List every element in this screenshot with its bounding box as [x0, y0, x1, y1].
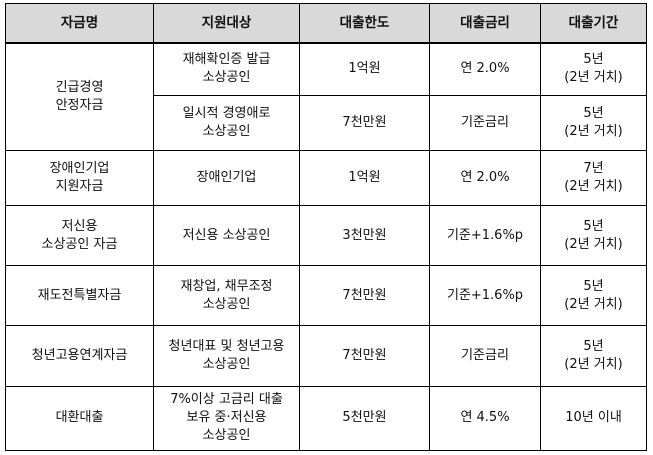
rate-cell: 기준금리	[429, 94, 541, 152]
limit-cell: 7천만원	[299, 324, 430, 387]
limit-cell: 7천만원	[299, 265, 430, 326]
table-row: 장애인기업 지원자금 장애인기업 1억원 연 2.0% 7년 (2년 거치)	[5, 150, 647, 207]
fund-name-cell: 청년고용연계자금	[5, 324, 154, 387]
header-fund-name: 자금명	[5, 3, 154, 44]
loan-fund-table: 자금명 지원대상 대출한도 대출금리 대출기간 긴급경영 안정자금 재해확인증 …	[5, 3, 647, 452]
header-target: 지원대상	[153, 3, 300, 44]
table-row: 저신용 소상공인 자금 저신용 소상공인 3천만원 기준+1.6%p 5년 (2…	[5, 205, 647, 267]
target-cell: 재창업, 채무조정 소상공인	[153, 265, 300, 326]
table-row: 대환대출 7%이상 고금리 대출 보유 중·저신용 소상공인 5천만원 연 4.…	[5, 385, 647, 452]
target-cell: 장애인기업	[153, 150, 300, 207]
rate-cell: 연 4.5%	[429, 385, 541, 452]
limit-cell: 3천만원	[299, 205, 430, 267]
rate-cell: 연 2.0%	[429, 41, 541, 96]
fund-name-cell: 대환대출	[5, 385, 154, 452]
fund-name-cell: 저신용 소상공인 자금	[5, 205, 154, 267]
table-row: 재도전특별자금 재창업, 채무조정 소상공인 7천만원 기준+1.6%p 5년 …	[5, 265, 647, 326]
period-cell: 5년 (2년 거치)	[540, 94, 647, 152]
header-loan-period: 대출기간	[540, 3, 647, 44]
rate-cell: 연 2.0%	[429, 150, 541, 207]
fund-name-cell: 긴급경영 안정자금	[5, 41, 154, 152]
table-row: 청년고용연계자금 청년대표 및 청년고용 소상공인 7천만원 기준금리 5년 (…	[5, 324, 647, 387]
fund-name-cell: 장애인기업 지원자금	[5, 150, 154, 207]
limit-cell: 1억원	[299, 150, 430, 207]
target-cell: 재해확인증 발급 소상공인	[153, 41, 300, 96]
table-row: 긴급경영 안정자금 재해확인증 발급 소상공인 1억원 연 2.0% 5년 (2…	[5, 41, 647, 152]
period-cell: 5년 (2년 거치)	[540, 265, 647, 326]
limit-cell: 1억원	[299, 41, 430, 96]
header-row: 자금명 지원대상 대출한도 대출금리 대출기간	[5, 3, 647, 44]
table-row: 일시적 경영애로 소상공인 7천만원 기준금리 5년 (2년 거치)	[6, 94, 647, 152]
period-cell: 5년 (2년 거치)	[540, 41, 647, 96]
rate-cell: 기준금리	[429, 324, 541, 387]
fund-name-cell: 재도전특별자금	[5, 265, 154, 326]
header-loan-limit: 대출한도	[299, 3, 430, 44]
target-cell: 청년대표 및 청년고용 소상공인	[153, 324, 300, 387]
period-cell: 10년 이내	[540, 385, 647, 452]
limit-cell: 7천만원	[299, 94, 430, 152]
target-cell: 저신용 소상공인	[153, 205, 300, 267]
period-cell: 5년 (2년 거치)	[540, 205, 647, 267]
rate-cell: 기준+1.6%p	[429, 205, 541, 267]
limit-cell: 5천만원	[299, 385, 430, 452]
target-cell: 일시적 경영애로 소상공인	[153, 94, 300, 152]
rate-cell: 기준+1.6%p	[429, 265, 541, 326]
period-cell: 7년 (2년 거치)	[540, 150, 647, 207]
header-interest-rate: 대출금리	[429, 3, 541, 44]
target-cell: 7%이상 고금리 대출 보유 중·저신용 소상공인	[153, 385, 300, 452]
period-cell: 5년 (2년 거치)	[540, 324, 647, 387]
